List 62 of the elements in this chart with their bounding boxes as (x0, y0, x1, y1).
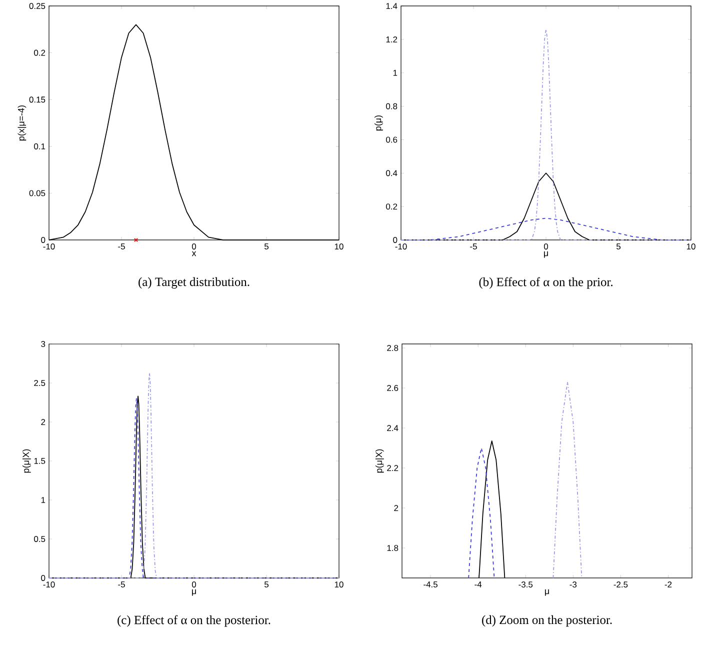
y-tick-label: 0.2 (34, 50, 46, 56)
x-axis-title: μ (192, 589, 196, 596)
text: (a) Target distribution. (138, 277, 250, 289)
x-tick-label: -5 (470, 244, 477, 250)
x-tick-label: -4 (474, 582, 482, 588)
y-tick-label: 0.4 (386, 170, 398, 176)
x-tick-label: 5 (264, 582, 269, 588)
y-tick-label: 1.4 (386, 3, 398, 9)
y-tick-label: 2.8 (387, 344, 398, 351)
y-tick-label: 0.25 (29, 2, 46, 9)
y-tick-label: 1.2 (386, 36, 398, 42)
y-tick-label: 0.05 (29, 190, 46, 196)
x-tick-label: 0 (192, 582, 196, 588)
x-tick-label: -3 (570, 582, 577, 588)
line-series (468, 448, 495, 578)
y-tick-label: 0.15 (29, 96, 46, 103)
x-tick-label: -5 (118, 582, 125, 588)
x-tick-label: -4.5 (424, 582, 438, 588)
x-tick-label: -2.5 (614, 582, 628, 588)
text: (c) Effect of α on the posterior. (118, 615, 270, 627)
x-tick-label: 10 (334, 244, 344, 250)
line-series (552, 382, 582, 578)
y-axis-title: p(μ) (374, 115, 383, 130)
y-tick-label: 0.8 (386, 103, 398, 110)
y-tick-label: 1.5 (34, 458, 46, 464)
x-tick-label: -10 (395, 244, 407, 250)
x-tick-label: 10 (686, 244, 696, 250)
y-tick-label: 1.8 (387, 544, 398, 551)
y-tick-label: 0.5 (34, 536, 46, 542)
y-tick-label: 2 (41, 419, 46, 425)
x-tick-label: -3.5 (518, 582, 533, 588)
text: (b) Effect of α on the prior. (479, 277, 613, 289)
y-tick-label: 0.6 (386, 136, 398, 143)
x-tick-label: -2 (664, 582, 672, 588)
y-tick-label: 0.2 (386, 204, 398, 210)
y-tick-label: 0 (393, 236, 398, 243)
y-tick-label: 0 (41, 236, 46, 243)
text: (d) Zoom on the posterior. (482, 615, 612, 627)
x-axis-title: μ (544, 251, 548, 258)
y-tick-label: 0.1 (34, 143, 46, 150)
y-tick-label: 0 (41, 574, 46, 581)
y-tick-label: 3 (41, 340, 46, 347)
y-tick-label: 2.5 (34, 380, 46, 386)
y-tick-label: 2 (394, 505, 398, 511)
y-axis-title: p(x|μ=-4) (18, 105, 26, 140)
x-tick-label: -10 (43, 582, 55, 588)
y-tick-label: 2.2 (387, 465, 398, 471)
x-axis-title: μ (545, 589, 549, 596)
x-tick-label: -5 (118, 244, 125, 250)
x-tick-label: 5 (264, 244, 269, 250)
y-tick-label: 2.4 (387, 425, 398, 431)
x-tick-label: -10 (43, 244, 55, 250)
x-tick-label: 5 (616, 244, 621, 250)
y-tick-label: 2.6 (387, 384, 398, 391)
y-axis-title: p(μ|X) (22, 449, 31, 473)
y-tick-label: 1 (393, 70, 398, 76)
y-axis-title: p(μ|X) (375, 449, 384, 473)
x-tick-label: 10 (334, 582, 344, 588)
x-tick-label: 0 (544, 244, 548, 250)
x-tick-label: 0 (192, 244, 196, 250)
x-axis-title: x (192, 251, 196, 256)
y-tick-label: 1 (41, 497, 46, 503)
